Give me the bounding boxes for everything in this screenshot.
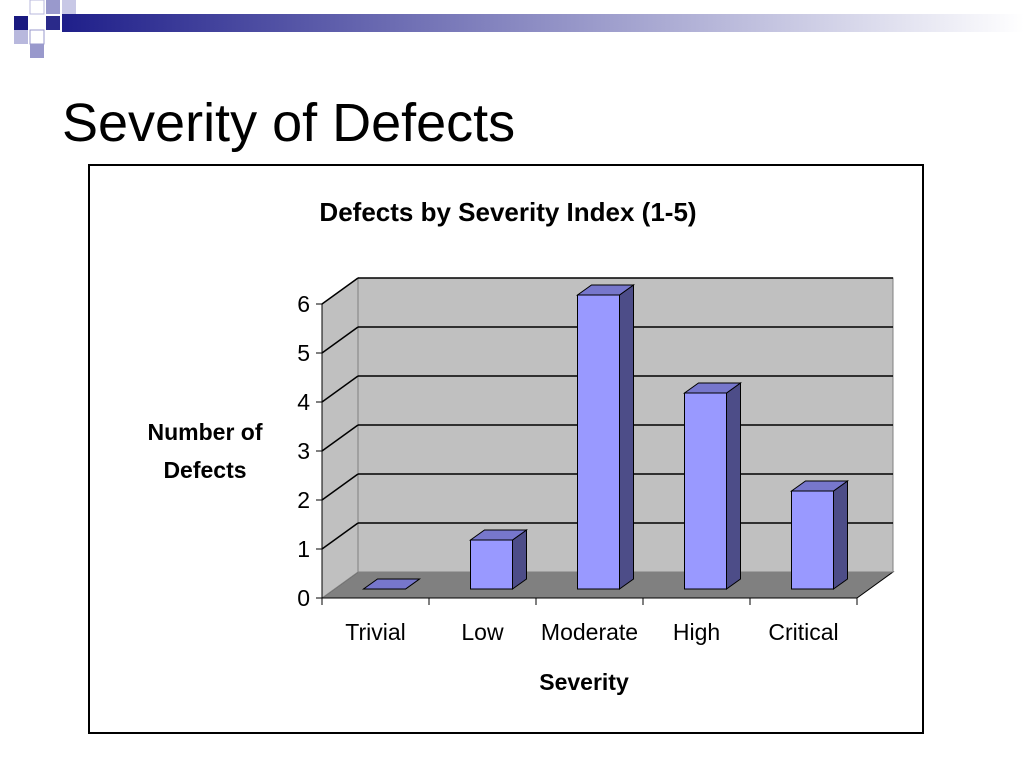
bar-side — [619, 284, 634, 590]
bar-top — [789, 480, 850, 492]
bar-chart: Defects by Severity Index (1-5) Number o… — [148, 197, 895, 695]
y-tick-label: 6 — [297, 291, 310, 317]
y-tick-label: 3 — [297, 438, 310, 464]
gridline-side — [321, 326, 359, 354]
bar-top — [468, 529, 529, 541]
title-corner-decoration — [14, 0, 1024, 58]
gridline-side — [321, 375, 359, 403]
chart-title: Defects by Severity Index (1-5) — [319, 197, 696, 227]
bar-top — [361, 578, 422, 590]
bar-side — [833, 480, 848, 590]
bar-front — [577, 294, 620, 590]
y-tick-label: 1 — [297, 536, 310, 562]
bar-front — [470, 539, 513, 590]
x-tick-label: Critical — [768, 619, 838, 645]
x-tick-label: High — [673, 619, 720, 645]
bar-side — [726, 382, 741, 590]
x-tick-label: Moderate — [541, 619, 638, 645]
y-tick-label: 5 — [297, 340, 310, 366]
x-tick-label: Low — [461, 619, 504, 645]
gridline-side — [321, 424, 359, 452]
chart-frame: Defects by Severity Index (1-5) Number o… — [88, 164, 924, 734]
bar-top — [575, 284, 636, 296]
y-tick-label: 4 — [297, 389, 310, 415]
gridline-side — [321, 522, 359, 550]
x-axis-label: Severity — [539, 669, 629, 695]
plot-area: 0 1 2 3 4 5 6 Trivial Low Moderate High Critical — [297, 277, 895, 645]
y-axis-label-line-2: Defects — [163, 457, 246, 483]
y-tick-label: 2 — [297, 487, 310, 513]
gridline-side — [321, 277, 359, 305]
y-tick-label: 0 — [297, 585, 310, 611]
gridline-side — [321, 473, 359, 501]
bar-top — [682, 382, 743, 394]
x-tick-label: Trivial — [345, 619, 405, 645]
slide-title: Severity of Defects — [62, 93, 516, 153]
bar-front — [791, 490, 834, 590]
bar-front — [684, 392, 727, 590]
y-axis-label-line-1: Number of — [148, 419, 263, 445]
